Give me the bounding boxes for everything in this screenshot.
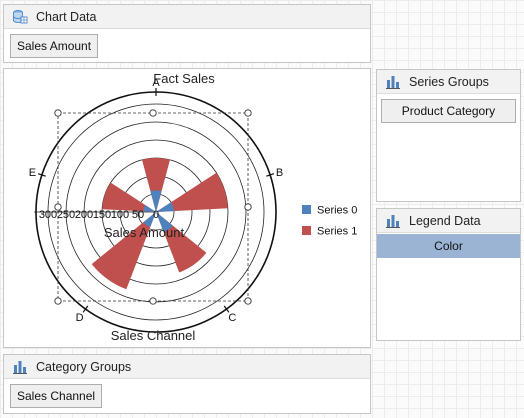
bar-chart-icon xyxy=(386,214,400,228)
radial-tick-label: 100 xyxy=(111,209,129,221)
resize-handle[interactable] xyxy=(54,109,62,117)
series-groups-title: Series Groups xyxy=(409,74,489,89)
resize-handle[interactable] xyxy=(244,203,252,211)
selection-handles[interactable] xyxy=(54,109,252,305)
series-groups-panel: Series Groups Product Category xyxy=(376,69,521,202)
database-icon xyxy=(13,9,28,23)
legend-swatch xyxy=(302,205,311,214)
chart-data-header: Chart Data xyxy=(4,5,370,29)
radial-tick-label: 50 xyxy=(132,209,144,221)
category-label-c: C xyxy=(228,312,236,324)
legend-swatch xyxy=(302,226,311,235)
category-tick xyxy=(223,305,230,313)
bar-series-1-b xyxy=(156,172,228,212)
legend-label: Series 1 xyxy=(317,226,357,238)
radial-tick-label: 250 xyxy=(57,209,75,221)
product-category-chip[interactable]: Product Category xyxy=(381,99,516,123)
category-groups-header: Category Groups xyxy=(4,355,370,379)
bar-chart-icon xyxy=(386,75,400,89)
resize-handle[interactable] xyxy=(54,203,62,211)
category-tick xyxy=(266,173,275,177)
category-groups-title: Category Groups xyxy=(36,359,132,374)
legend-data-title: Legend Data xyxy=(409,213,481,228)
chart-data-title: Chart Data xyxy=(36,9,97,24)
bar-series-1-d xyxy=(91,212,156,290)
bar-series-0-c xyxy=(156,212,173,233)
category-label-e: E xyxy=(29,167,36,179)
legend-data-panel: Legend Data Color xyxy=(376,208,521,341)
category-tick xyxy=(37,173,46,177)
chart-legend: Series 0 Series 1 xyxy=(302,205,357,238)
radial-tick-label: 300 xyxy=(39,209,57,221)
y-axis-label: Sales Amount xyxy=(104,225,185,240)
resize-handle[interactable] xyxy=(54,297,62,305)
resize-handle[interactable] xyxy=(149,109,157,117)
chart-title: Fact Sales xyxy=(153,71,215,86)
radial-tick-label: 0 xyxy=(153,209,159,221)
radial-tick-label: 200 xyxy=(75,209,93,221)
bar-series-1-a xyxy=(142,157,170,212)
sales-amount-chip[interactable]: Sales Amount xyxy=(10,34,99,58)
resize-handle[interactable] xyxy=(244,297,252,305)
category-label-a: A xyxy=(152,77,160,89)
bar-chart-icon xyxy=(13,360,27,374)
category-labels: A B C D E xyxy=(29,77,284,324)
resize-handle[interactable] xyxy=(149,297,157,305)
color-chip[interactable]: Color xyxy=(377,234,520,258)
radar-chart: Fact Sales 300 250 200 150 100 50 0 A B C D E Sale… xyxy=(29,71,358,343)
category-tick xyxy=(82,305,89,313)
bar-series-0-a xyxy=(150,190,162,212)
bar-series-0-b xyxy=(156,202,174,212)
bar-series-1-e xyxy=(102,182,156,212)
category-label-b: B xyxy=(276,167,283,179)
sales-channel-chip[interactable]: Sales Channel xyxy=(10,384,103,408)
chart-data-panel: Chart Data Sales Amount xyxy=(3,4,371,63)
category-label-d: D xyxy=(76,312,84,324)
radial-tick-labels: 300 250 200 150 100 50 0 xyxy=(39,209,159,221)
x-axis-label: Sales Channel xyxy=(111,328,196,343)
outer-ring xyxy=(35,88,277,333)
legend-label: Series 0 xyxy=(317,205,357,217)
chart-area[interactable]: Fact Sales 300 250 200 150 100 50 0 A B C D E Sale… xyxy=(3,68,371,348)
bar-series-0-d xyxy=(143,212,156,228)
series-groups-header: Series Groups xyxy=(377,70,520,94)
legend-data-header: Legend Data xyxy=(377,209,520,233)
resize-handle[interactable] xyxy=(244,109,252,117)
radial-tick-label: 150 xyxy=(93,209,111,221)
category-groups-panel: Category Groups Sales Channel xyxy=(3,354,371,414)
bar-series-0-e xyxy=(143,205,156,212)
chart-bars xyxy=(91,157,228,290)
